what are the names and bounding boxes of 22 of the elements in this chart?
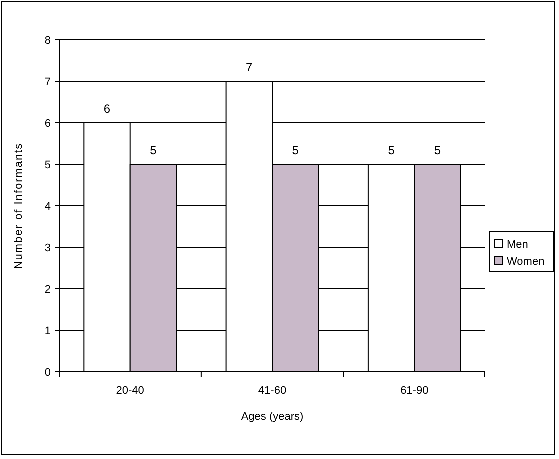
y-tick-label: 4: [44, 200, 51, 213]
x-tick-label: 20-40: [116, 385, 144, 397]
legend-label: Women: [507, 256, 545, 268]
data-label: 5: [434, 144, 442, 158]
y-tick-label: 8: [44, 34, 51, 47]
y-tick-label: 3: [44, 242, 51, 254]
data-label: 5: [388, 144, 396, 158]
y-tick-label: 0: [44, 366, 51, 379]
data-label: 5: [150, 144, 158, 158]
x-tick-label: 41-60: [258, 385, 287, 397]
y-tick-label: 2: [44, 284, 51, 296]
y-axis-title: Number of Informants: [13, 142, 25, 270]
y-tick-label: 1: [44, 325, 51, 338]
y-tick-label: 6: [44, 118, 51, 130]
legend-label: Men: [507, 238, 528, 251]
data-label: 6: [104, 102, 111, 116]
data-label: 7: [246, 60, 254, 74]
y-tick-label: 7: [44, 76, 51, 88]
data-label: 5: [292, 144, 300, 158]
x-axis-title: Ages (years): [241, 411, 304, 423]
x-tick-label: 61-90: [400, 385, 429, 397]
y-tick-label: 5: [44, 159, 51, 172]
